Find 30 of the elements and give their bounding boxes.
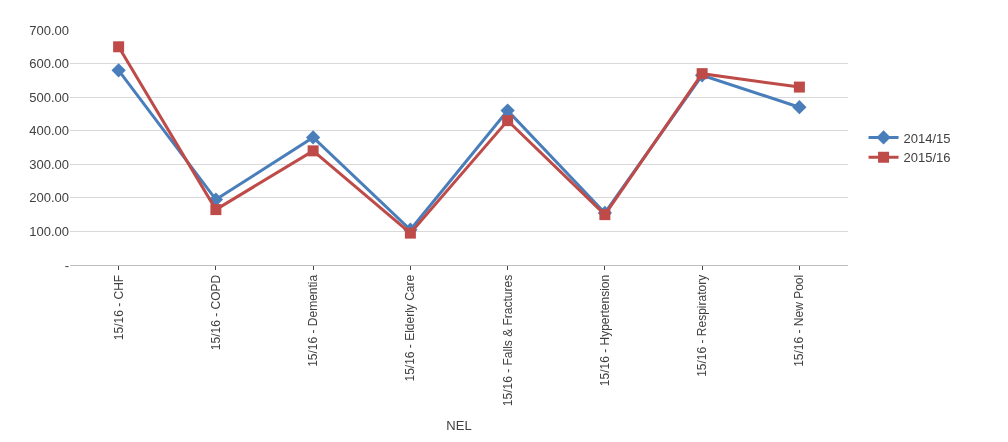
x-tick-label: 15/16 - Dementia (306, 274, 321, 367)
point (792, 100, 807, 115)
y-tick-label: 400.00 (29, 123, 69, 139)
point (210, 204, 222, 216)
x-tick-label: 15/16 - COPD (208, 274, 223, 351)
x-axis-title: NEL (446, 417, 472, 433)
point (111, 63, 126, 78)
y-tick-label: 700.00 (29, 22, 69, 38)
legend-label: 2015/16 (903, 150, 951, 166)
y-tick-label: 200.00 (29, 190, 69, 206)
x-tick-label: 15/16 - CHF (111, 274, 126, 341)
y-tick-label: 500.00 (29, 89, 69, 105)
x-tick-label: 15/16 - New Pool (792, 274, 807, 367)
point (500, 103, 515, 118)
y-tick-label: 300.00 (29, 156, 69, 172)
x-tick-label: 15/16 - Hypertension (597, 274, 612, 387)
point (502, 115, 514, 127)
point (307, 145, 319, 157)
x-tick-label: 15/16 - Elderly Care (403, 274, 418, 382)
point (113, 41, 125, 53)
point (305, 130, 321, 145)
y-tick-label: - (64, 257, 69, 273)
point (599, 209, 611, 221)
y-tick-label: 600.00 (29, 56, 69, 72)
point (793, 81, 805, 93)
legend-label: 2014/15 (903, 130, 951, 146)
point (404, 227, 416, 239)
x-tick-label: 15/16 - Respiratory (695, 274, 710, 377)
y-tick-label: 100.00 (29, 223, 69, 239)
x-tick-label: 15/16 - Falls & Fractures (500, 274, 515, 407)
